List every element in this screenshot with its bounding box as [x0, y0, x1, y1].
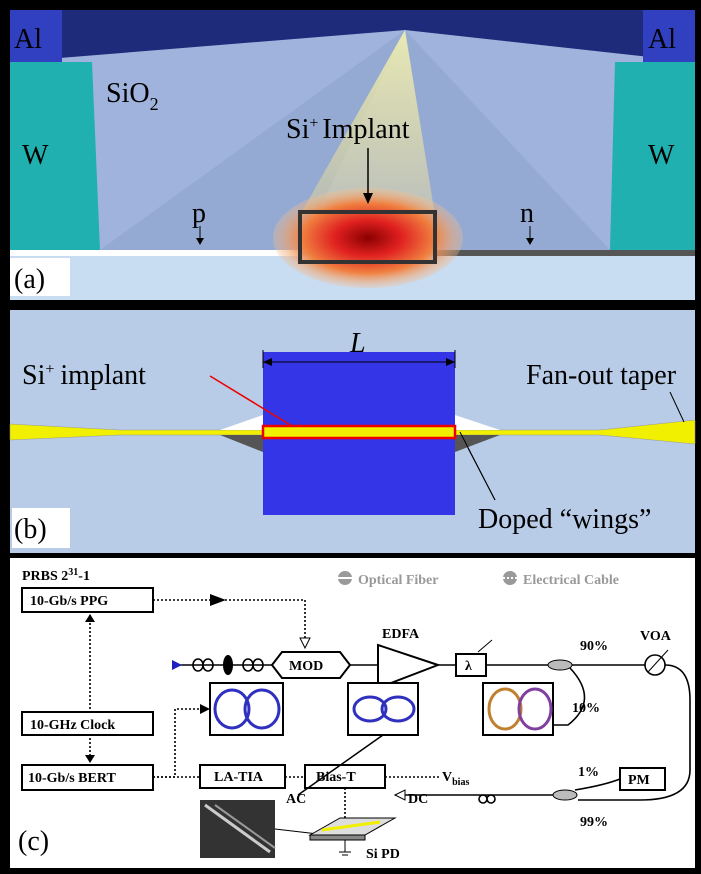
label: PRBS 231-1	[22, 567, 90, 584]
label: 1%	[578, 765, 599, 780]
label: Doped “wings”	[478, 504, 651, 535]
label: W	[648, 140, 675, 171]
label: Si	[22, 360, 46, 391]
label: Fan-out taper	[526, 360, 677, 391]
implant-region	[263, 426, 455, 438]
label: MOD	[289, 659, 323, 674]
panel-label: (c)	[18, 826, 49, 857]
label: V	[442, 770, 452, 785]
label: EDFA	[382, 627, 420, 642]
label: 31	[68, 567, 78, 578]
label: DC	[408, 792, 428, 807]
label: λ	[465, 659, 472, 674]
label: LA-TIA	[214, 770, 264, 785]
panel-b: L Si+ implant Fan-out taper Doped “wings”…	[10, 310, 695, 553]
label: L	[349, 328, 366, 359]
label: 10-GHz Clock	[30, 718, 115, 733]
figure: Al Al W W SiO2 Si+Implant p n (a) L Si+i…	[0, 0, 701, 874]
legend-text: Optical Fiber	[358, 573, 439, 588]
label: 10-Gb/s BERT	[28, 771, 116, 786]
legend-text: Electrical Cable	[523, 573, 619, 588]
label: Si+ implant	[22, 360, 146, 391]
label: PM	[628, 773, 650, 788]
splitter	[553, 790, 577, 800]
label: -1	[78, 569, 90, 584]
label: VOA	[640, 629, 672, 644]
label: Si	[286, 114, 310, 145]
chip-side	[310, 835, 365, 840]
label: 90%	[580, 639, 608, 654]
label: 10%	[572, 701, 600, 716]
label: Si+Implant	[286, 114, 410, 145]
label: n	[520, 198, 534, 229]
label: 2	[150, 94, 159, 114]
n-slab	[435, 250, 695, 256]
label: +	[45, 361, 54, 378]
label: PRBS 2	[22, 569, 68, 584]
label: bias	[452, 777, 469, 788]
label: SiO	[106, 78, 150, 109]
label: 10-Gb/s PPG	[30, 594, 108, 609]
label: +	[309, 115, 318, 132]
label: Si PD	[366, 847, 400, 862]
label: AC	[286, 792, 306, 807]
panel-label: (b)	[14, 514, 47, 545]
isolator	[223, 655, 233, 675]
panel-a: Al Al W W SiO2 Si+Implant p n (a)	[10, 10, 695, 300]
p-slab	[10, 250, 300, 256]
label: p	[192, 198, 206, 229]
label: Implant	[322, 114, 409, 145]
panel-label: (a)	[14, 264, 45, 295]
splitter	[548, 660, 572, 670]
label: Al	[14, 24, 42, 55]
legend-icon	[503, 571, 517, 585]
label: Al	[648, 24, 676, 55]
label: 99%	[580, 815, 608, 830]
label: implant	[60, 360, 146, 391]
panel-c: PRBS 231-1 10-Gb/s PPG 10-GHz Clock 10-G…	[10, 558, 695, 868]
label: W	[22, 140, 49, 171]
